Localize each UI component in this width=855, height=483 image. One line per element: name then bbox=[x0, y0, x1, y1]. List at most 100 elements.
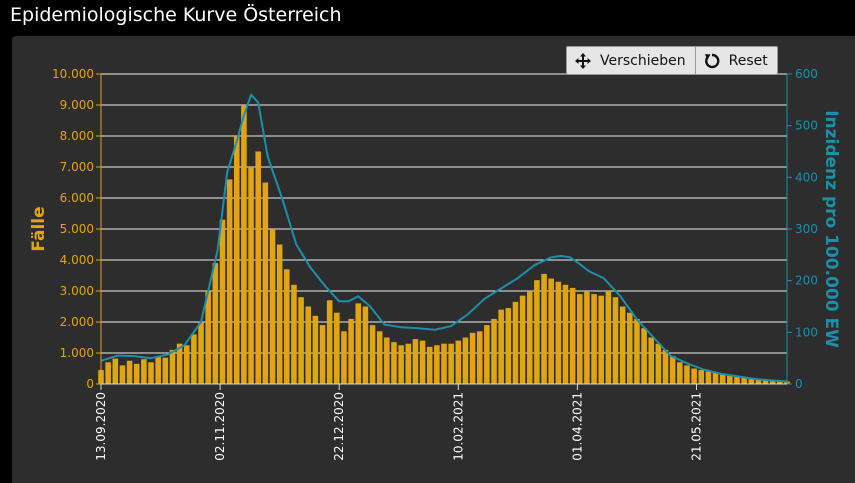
case-bar bbox=[162, 357, 169, 384]
case-bar bbox=[491, 318, 497, 384]
x-tick-label: 21.05.2021 bbox=[689, 392, 703, 461]
case-bar bbox=[291, 284, 297, 384]
case-bar bbox=[548, 278, 554, 384]
case-bar bbox=[455, 340, 462, 384]
y-tick-label-left: 3.000 bbox=[60, 284, 94, 298]
case-bar bbox=[627, 312, 633, 384]
case-bar bbox=[391, 342, 397, 384]
y-tick-label-right: 600 bbox=[795, 67, 818, 81]
case-bar bbox=[719, 373, 726, 384]
case-bar bbox=[255, 151, 261, 384]
y-tick-label-right: 400 bbox=[795, 170, 818, 184]
case-bar bbox=[691, 368, 697, 384]
case-bar bbox=[655, 343, 662, 384]
case-bar bbox=[312, 315, 319, 384]
case-bar bbox=[669, 356, 676, 384]
incidence-line bbox=[100, 93, 788, 383]
case-bar bbox=[648, 337, 655, 384]
case-bar bbox=[555, 281, 562, 384]
case-bar bbox=[741, 377, 747, 384]
y-tick-label-right: 200 bbox=[795, 274, 818, 288]
case-bar bbox=[183, 345, 190, 384]
case-bar bbox=[605, 291, 612, 384]
case-bar bbox=[434, 345, 440, 384]
x-tick-label: 22.12.2020 bbox=[332, 392, 346, 461]
case-bar bbox=[512, 301, 519, 384]
case-bar bbox=[212, 263, 219, 384]
case-bar bbox=[362, 306, 369, 384]
case-bar bbox=[284, 269, 290, 384]
axes: 0 1.000 2.000 3.000 4.000 5.000 6.000 7.000 8.00… bbox=[52, 67, 818, 461]
case-bar bbox=[226, 179, 233, 384]
y-tick-label-left: 2.000 bbox=[60, 315, 94, 329]
case-bar bbox=[119, 365, 126, 384]
reset-button-label: Reset bbox=[728, 52, 768, 69]
y-tick-label-left: 7.000 bbox=[60, 160, 94, 174]
case-bar bbox=[241, 105, 247, 384]
x-tick-label: 10.02.2021 bbox=[451, 392, 465, 461]
case-bar bbox=[705, 371, 712, 384]
case-bar bbox=[341, 331, 347, 384]
case-bar bbox=[348, 318, 354, 384]
case-bar bbox=[541, 273, 547, 384]
case-bar bbox=[376, 331, 383, 384]
case-bar bbox=[634, 318, 640, 384]
y-tick-label-right: 100 bbox=[795, 325, 818, 339]
case-bar bbox=[769, 380, 776, 384]
pan-button[interactable]: Verschieben bbox=[567, 47, 695, 74]
case-bar bbox=[148, 362, 154, 384]
reset-arrow-icon bbox=[704, 53, 720, 68]
case-bar bbox=[505, 308, 512, 384]
case-bar bbox=[334, 312, 340, 384]
case-bar bbox=[498, 309, 504, 384]
case-bar bbox=[305, 306, 312, 384]
case-bar bbox=[462, 337, 469, 384]
case-bar bbox=[384, 337, 390, 384]
case-bar bbox=[526, 291, 533, 384]
case-bar bbox=[519, 295, 526, 384]
case-bar bbox=[448, 343, 454, 384]
y-tick-label-left: 10.000 bbox=[52, 67, 94, 81]
y-tick-label-left: 4.000 bbox=[60, 253, 94, 267]
case-bar bbox=[662, 349, 669, 384]
case-bar bbox=[698, 370, 705, 384]
reset-button[interactable]: Reset bbox=[694, 47, 777, 74]
case-bar bbox=[734, 376, 740, 384]
y-tick-label-left: 9.000 bbox=[60, 98, 94, 112]
y-tick-label-left: 1.000 bbox=[60, 346, 94, 360]
case-bar bbox=[591, 294, 597, 384]
case-bar bbox=[469, 332, 476, 384]
case-bar bbox=[126, 360, 133, 384]
gridlines bbox=[101, 73, 787, 385]
case-bar bbox=[576, 294, 583, 384]
case-bar bbox=[426, 346, 433, 384]
case-bar bbox=[755, 379, 762, 384]
case-bar bbox=[569, 287, 576, 384]
y-tick-label-left: 6.000 bbox=[60, 191, 94, 205]
case-bar bbox=[598, 295, 604, 384]
case-bar bbox=[169, 349, 176, 384]
case-bar bbox=[419, 340, 426, 384]
case-bar bbox=[319, 325, 326, 384]
case-bar bbox=[484, 325, 490, 384]
case-bar bbox=[612, 297, 619, 384]
case-bar bbox=[641, 328, 647, 384]
y-axis-label-right: Inzidenz pro 100.000 EW bbox=[821, 110, 841, 348]
y-axis-label-left: Fälle bbox=[29, 206, 49, 251]
chart-toolbar: Verschieben Reset bbox=[566, 46, 778, 75]
case-bar bbox=[369, 325, 376, 384]
case-bar bbox=[476, 331, 483, 384]
case-bars bbox=[98, 105, 790, 384]
y-tick-label-right: 500 bbox=[795, 119, 818, 133]
case-bar bbox=[298, 297, 304, 384]
case-bar bbox=[326, 300, 333, 384]
case-bar bbox=[684, 365, 690, 384]
case-bar bbox=[198, 322, 204, 384]
x-tick-label: 13.09.2020 bbox=[94, 392, 108, 461]
case-bar bbox=[248, 167, 254, 384]
case-bar bbox=[727, 374, 733, 384]
case-bar bbox=[562, 284, 569, 384]
y-tick-label-left: 0 bbox=[86, 377, 94, 391]
case-bar bbox=[712, 372, 719, 384]
case-bar bbox=[276, 244, 283, 384]
